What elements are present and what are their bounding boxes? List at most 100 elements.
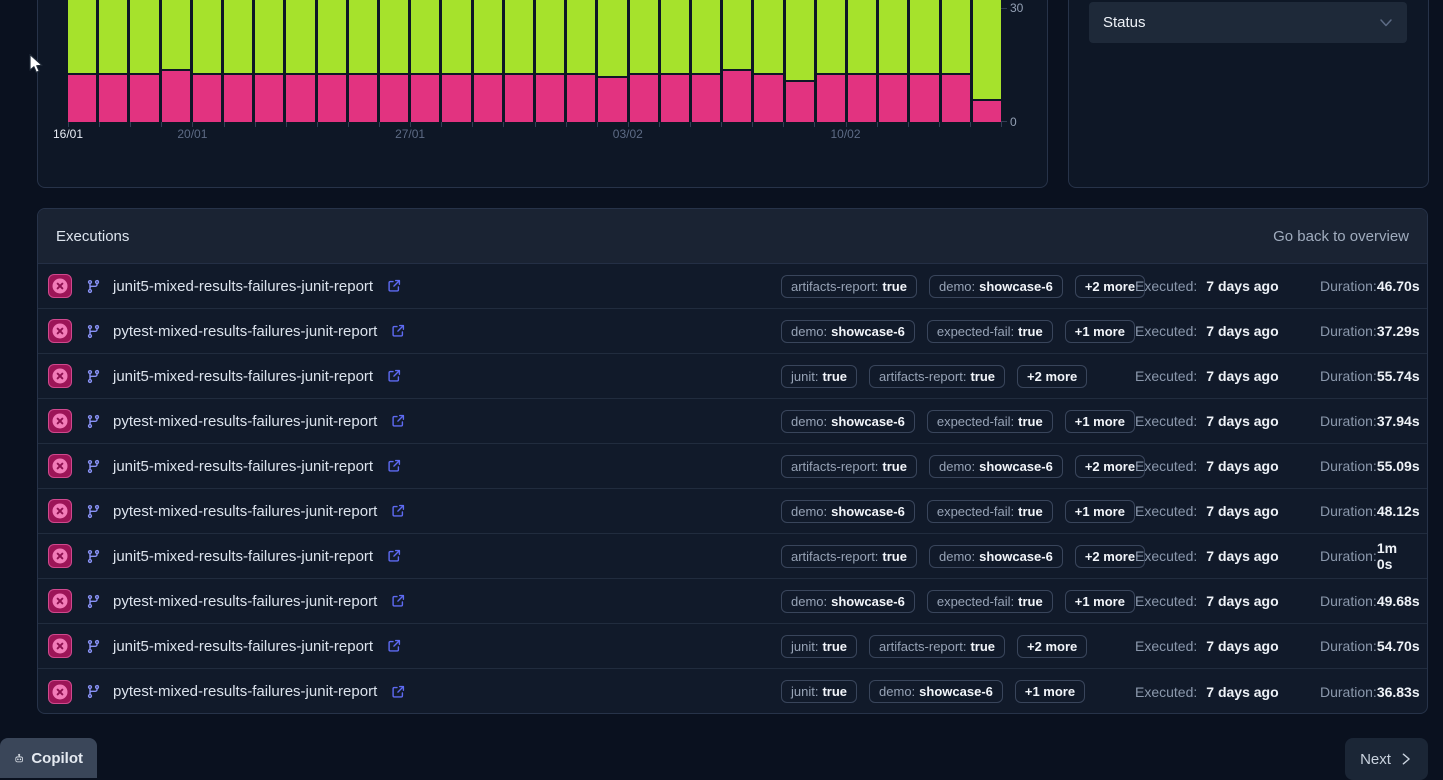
chart-bar[interactable] [692,0,721,122]
label-badge[interactable]: demo: showcase-6 [928,274,1063,298]
chart-bar[interactable] [941,0,970,122]
external-link-icon[interactable] [391,414,405,428]
external-link-icon[interactable] [391,324,405,338]
more-labels-badge[interactable]: +1 more [1064,409,1135,433]
chart-bar[interactable] [192,0,222,122]
execution-row[interactable]: pytest-mixed-results-failures-junit-repo… [38,309,1427,354]
external-link-icon[interactable] [387,639,401,653]
execution-row-main: junit5-mixed-results-failures-junit-repo… [48,444,401,488]
execution-row[interactable]: junit5-mixed-results-failures-junit-repo… [38,354,1427,399]
chart-bar[interactable] [161,0,190,122]
x-axis-tick [690,122,691,127]
chart-bar[interactable] [224,0,253,122]
label-badge[interactable]: expected-fail: true [926,589,1053,613]
label-badge[interactable]: expected-fail: true [926,499,1053,523]
chart-bar[interactable] [442,0,471,122]
execution-row[interactable]: junit5-mixed-results-failures-junit-repo… [38,534,1427,579]
label-badge[interactable]: artifacts-report: true [781,454,917,478]
duration-label: Duration: [1320,458,1377,474]
execution-row[interactable]: junit5-mixed-results-failures-junit-repo… [38,444,1427,489]
bar-segment-failed [473,72,502,122]
label-badge[interactable]: demo: showcase-6 [928,454,1063,478]
chart-bar[interactable] [598,0,627,122]
next-page-button[interactable]: Next [1345,738,1428,780]
label-badge[interactable]: artifacts-report: true [781,544,917,568]
chart-bar[interactable] [317,0,346,122]
label-badge[interactable]: demo: showcase-6 [781,409,915,433]
chart-bar[interactable] [536,0,565,122]
chart-bar[interactable] [723,0,752,122]
execution-row[interactable]: pytest-mixed-results-failures-junit-repo… [38,669,1427,713]
chart-bar[interactable] [255,0,284,122]
label-badge[interactable]: expected-fail: true [926,409,1053,433]
chart-bar[interactable] [348,0,378,122]
chart-bar[interactable] [879,0,908,122]
label-badge[interactable]: demo: showcase-6 [781,589,915,613]
label-badge[interactable]: artifacts-report: true [781,274,917,298]
execution-row[interactable]: junit5-mixed-results-failures-junit-repo… [38,264,1427,309]
chart-bar[interactable] [473,0,502,122]
external-link-icon[interactable] [391,685,405,699]
chart-bar[interactable] [567,0,596,122]
x-axis-tick [596,122,598,127]
more-labels-badge[interactable]: +1 more [1064,319,1135,343]
label-badge[interactable]: artifacts-report: true [869,364,1006,388]
chart-bar[interactable] [380,0,409,122]
more-labels-badge[interactable]: +2 more [1074,454,1146,478]
label-badge[interactable]: demo: showcase-6 [781,319,915,343]
label-badge[interactable]: junit: true [781,680,858,703]
bar-segment-passed [910,0,939,73]
more-labels-badge[interactable]: +1 more [1014,680,1086,703]
external-link-icon[interactable] [391,594,405,608]
chart-bar[interactable] [68,0,97,122]
external-link-icon[interactable] [387,459,401,473]
duration-value: 48.12s [1376,503,1420,519]
execution-executed: Executed: 7 days ago [1135,264,1279,308]
more-labels-badge[interactable]: +2 more [1017,364,1088,388]
label-badge[interactable]: artifacts-report: true [869,634,1006,658]
chart-bar[interactable] [99,0,128,122]
duration-label: Duration: [1320,413,1377,429]
more-labels-badge[interactable]: +2 more [1074,274,1146,298]
duration-value: 36.83s [1376,683,1420,700]
label-badge[interactable]: demo: showcase-6 [928,544,1063,568]
chart-bar[interactable] [629,0,658,122]
execution-row[interactable]: pytest-mixed-results-failures-junit-repo… [38,489,1427,534]
chart-bar[interactable] [816,0,846,122]
status-filter-select[interactable]: Status [1089,2,1407,43]
chart-bar[interactable] [504,0,534,122]
label-badge[interactable]: junit: true [781,634,858,658]
chart-bar[interactable] [754,0,783,122]
execution-row-main: pytest-mixed-results-failures-junit-repo… [48,669,405,713]
execution-row[interactable]: junit5-mixed-results-failures-junit-repo… [38,624,1427,669]
status-failed-icon [48,454,72,478]
more-labels-badge[interactable]: +1 more [1064,589,1135,613]
copilot-button[interactable]: Copilot [0,738,97,778]
execution-row[interactable]: pytest-mixed-results-failures-junit-repo… [38,579,1427,624]
label-badge[interactable]: demo: showcase-6 [781,499,915,523]
bar-segment-passed [723,0,752,69]
external-link-icon[interactable] [387,279,401,293]
external-link-icon[interactable] [387,369,401,383]
more-labels-badge[interactable]: +2 more [1017,634,1088,658]
execution-row[interactable]: pytest-mixed-results-failures-junit-repo… [38,399,1427,444]
chart-bar[interactable] [848,0,877,122]
label-badge[interactable]: demo: showcase-6 [869,680,1003,703]
chart-bar[interactable] [785,0,814,122]
label-badge[interactable]: junit: true [781,364,858,388]
x-axis-tick [316,122,318,127]
external-link-icon[interactable] [391,504,405,518]
execution-row-main: pytest-mixed-results-failures-junit-repo… [48,579,405,623]
chart-bar[interactable] [130,0,159,122]
x-axis-tick [161,122,163,127]
more-labels-badge[interactable]: +1 more [1064,499,1135,523]
chart-bar[interactable] [411,0,440,122]
chart-bar[interactable] [910,0,939,122]
chart-bar[interactable] [286,0,315,122]
external-link-icon[interactable] [387,549,401,563]
chart-bar[interactable] [660,0,690,122]
chart-bar[interactable] [972,0,1002,122]
more-labels-badge[interactable]: +2 more [1074,544,1146,568]
go-back-to-overview-link[interactable]: Go back to overview [1273,227,1409,245]
label-badge[interactable]: expected-fail: true [926,319,1053,343]
